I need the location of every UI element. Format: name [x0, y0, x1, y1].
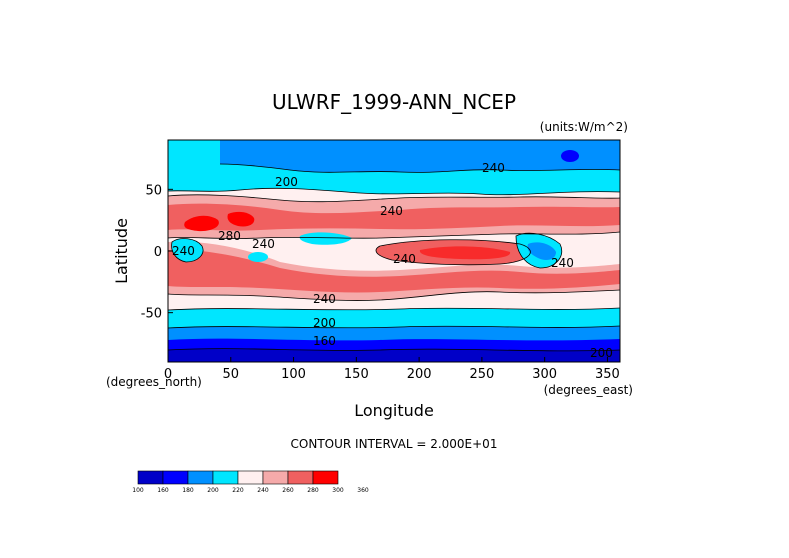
- colorbar-label: 300: [332, 487, 344, 494]
- colorbar-swatch: [137, 470, 164, 485]
- y-tick-label: 50: [145, 183, 162, 198]
- colorbar-label: 240: [257, 487, 269, 494]
- contour-interval-note: CONTOUR INTERVAL = 2.000E+01: [291, 437, 498, 451]
- cell-india-cyan: [248, 252, 268, 262]
- colorbar: 100 160 180 200 220 240 260 280 300 360: [132, 470, 369, 494]
- cell-indonesia-cyan: [299, 232, 352, 245]
- chart-title: ULWRF_1999-ANN_NCEP: [272, 90, 516, 114]
- contour-label: 240: [172, 244, 195, 258]
- contour-lines: [168, 163, 620, 352]
- belt-south-salmon: [168, 249, 620, 293]
- contour-line: [168, 194, 620, 203]
- colorbar-swatch: [187, 470, 214, 485]
- colorbar-label: 100: [132, 487, 144, 494]
- contour-line: [171, 238, 204, 263]
- colorbar-label: 200: [207, 487, 219, 494]
- y-unit-note: (degrees_north): [106, 375, 202, 389]
- blob-south-red-pacific: [419, 246, 511, 260]
- blob-north-red-africa: [184, 215, 219, 232]
- contour-label: 240: [313, 292, 336, 306]
- contour-labels: 240 200 240 280 240 240 240 200 160 240 …: [172, 161, 613, 360]
- contour-line: [168, 325, 620, 329]
- band-south-deepblue: [168, 348, 620, 362]
- cell-africa-cyan: [171, 238, 204, 262]
- x-tick-label: 100: [281, 367, 306, 382]
- x-tick-label: 250: [469, 367, 494, 382]
- contour-label: 200: [275, 175, 298, 189]
- contour-label: 240: [393, 252, 416, 266]
- contour-label: 200: [590, 346, 613, 360]
- contour-label: 240: [380, 204, 403, 218]
- contour-line: [168, 307, 620, 311]
- contour-label: 160: [313, 334, 336, 348]
- colorbar-label: 220: [232, 487, 244, 494]
- y-tick-label: -50: [141, 307, 162, 322]
- contour-label: 200: [313, 316, 336, 330]
- plot-area: [168, 140, 620, 362]
- colorbar-swatch: [212, 470, 239, 485]
- colorbar-label: 260: [282, 487, 294, 494]
- x-axis-title: Longitude: [354, 401, 434, 420]
- contour-label: 280: [218, 229, 241, 243]
- contour-line: [219, 163, 620, 173]
- blob-north-red-arabia: [227, 211, 255, 227]
- units-label: (units:W/m^2): [540, 120, 628, 134]
- contour-label: 240: [551, 256, 574, 270]
- contour-line: [168, 187, 620, 196]
- colorbar-label: 160: [157, 487, 169, 494]
- x-unit-note: (degrees_east): [544, 383, 633, 397]
- y-tick-label: 0: [154, 245, 162, 260]
- band-south-cyan: [168, 308, 620, 328]
- contour-line: [375, 239, 531, 266]
- colorbar-swatch: [287, 470, 314, 485]
- colorbar-swatch: [162, 470, 189, 485]
- y-axis: -50 0 50: [141, 183, 173, 322]
- contour-label: 240: [482, 161, 505, 175]
- colorbar-label: 180: [182, 487, 194, 494]
- contour-line: [168, 348, 620, 352]
- y-axis-title: Latitude: [112, 218, 131, 284]
- colorbar-swatch: [312, 470, 339, 485]
- colorbar-label: 360: [357, 487, 369, 494]
- x-tick-label: 350: [595, 367, 620, 382]
- blob-north-blue: [561, 150, 579, 162]
- cell-amazon-sky: [527, 242, 556, 260]
- band-north-sky: [220, 140, 620, 173]
- x-tick-label: 200: [407, 367, 432, 382]
- x-tick-label: 50: [223, 367, 240, 382]
- contour-label: 240: [252, 237, 275, 251]
- colorbar-label: 280: [307, 487, 319, 494]
- x-axis: 0 50 100 150 200 250 300 350: [164, 357, 620, 382]
- colorbar-swatch: [237, 470, 264, 485]
- belt-north-salmon: [168, 203, 620, 231]
- x-tick-label: 150: [344, 367, 369, 382]
- colorbar-swatch: [262, 470, 289, 485]
- x-tick-label: 300: [532, 367, 557, 382]
- x-tick-label: 0: [164, 367, 172, 382]
- contour-line: [168, 289, 620, 301]
